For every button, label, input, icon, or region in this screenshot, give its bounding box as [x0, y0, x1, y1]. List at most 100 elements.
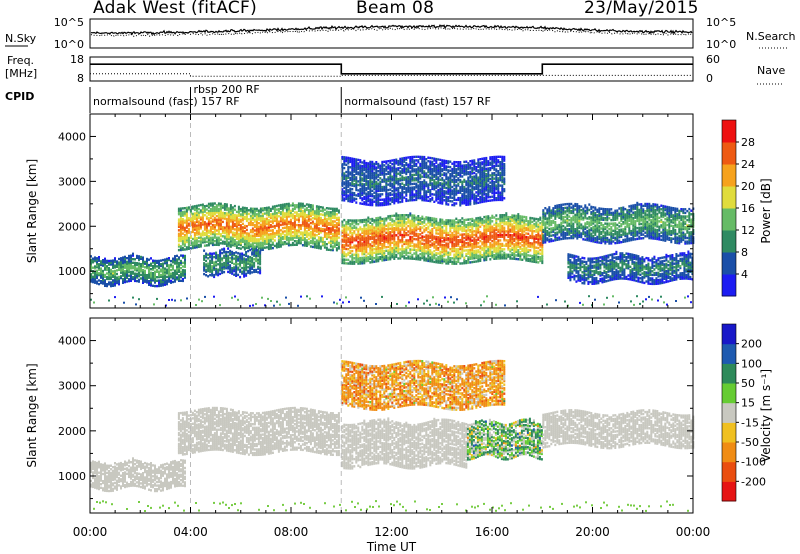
- echo-cell: [455, 237, 458, 240]
- echo-cell: [435, 246, 438, 249]
- echo-cell: [401, 221, 404, 224]
- echo-cell: [219, 224, 222, 227]
- echo-cell: [413, 228, 416, 232]
- echo-cell: [375, 245, 378, 249]
- echo-cell: [417, 254, 420, 257]
- echo-cell: [459, 233, 462, 236]
- echo-cell: [469, 257, 472, 260]
- echo-cell: [132, 265, 134, 268]
- echo-cell: [203, 272, 206, 276]
- echo-cell: [253, 232, 256, 236]
- echo-cell: [465, 233, 468, 236]
- echo-cell: [132, 277, 134, 281]
- echo-cell: [515, 225, 518, 228]
- echo-cell: [170, 272, 172, 275]
- echo-cell: [335, 227, 338, 230]
- echo-cell: [435, 252, 438, 255]
- echo-cell: [243, 266, 246, 269]
- echo-cell: [467, 225, 470, 228]
- echo-cell: [229, 211, 232, 214]
- echo-cell: [598, 225, 601, 228]
- echo-cell: [231, 240, 234, 243]
- echo-cell: [203, 222, 206, 226]
- echo-cell: [182, 261, 184, 265]
- echo-cell: [612, 240, 615, 243]
- echo-cell: [233, 252, 236, 255]
- echo-cell: [231, 226, 234, 229]
- echo-cell: [265, 230, 268, 233]
- echo-cell: [148, 280, 150, 283]
- echo-cell: [140, 257, 142, 260]
- echo-cell: [315, 205, 318, 208]
- echo-cell: [469, 241, 472, 244]
- echo-cell: [387, 217, 390, 220]
- echo-cell: [359, 235, 362, 238]
- echo-cell: [309, 218, 312, 221]
- velocity-colorbar-swatch: [722, 343, 736, 364]
- echo-cell: [197, 207, 200, 211]
- echo-cell: [317, 221, 320, 225]
- echo-cell: [185, 239, 188, 242]
- echo-cell: [580, 223, 583, 226]
- echo-cell: [431, 260, 434, 263]
- echo-cell: [612, 222, 615, 225]
- echo-cell: [136, 272, 138, 276]
- echo-cell: [285, 215, 288, 218]
- echo-cell: [271, 220, 274, 223]
- echo-cell: [327, 232, 330, 235]
- echo-cell: [295, 223, 298, 227]
- echo-cell: [331, 220, 334, 223]
- echo-cell: [369, 248, 372, 251]
- echo-cell: [511, 252, 514, 255]
- echo-cell: [243, 226, 246, 229]
- echo-cell: [383, 251, 386, 255]
- echo-cell: [558, 238, 561, 241]
- echo-cell: [479, 259, 482, 262]
- echo-cell: [389, 247, 392, 250]
- echo-cell: [233, 233, 236, 236]
- echo-cell: [283, 212, 286, 215]
- echo-cell: [299, 233, 302, 236]
- echo-cell: [558, 227, 561, 230]
- echo-cell: [566, 210, 569, 213]
- echo-cell: [199, 245, 202, 248]
- echo-cell: [393, 239, 396, 242]
- echo-cell: [277, 207, 280, 211]
- echo-cell: [305, 235, 308, 238]
- echo-cell: [303, 233, 306, 236]
- echo-cell: [142, 276, 144, 279]
- echo-cell: [387, 242, 390, 245]
- echo-cell: [367, 243, 370, 246]
- echo-cell: [325, 210, 328, 213]
- echo-cell: [307, 232, 310, 235]
- echo-cell: [267, 235, 270, 238]
- echo-cell: [568, 211, 571, 215]
- echo-cell: [211, 236, 214, 239]
- echo-cell: [377, 218, 380, 221]
- echo-cell: [463, 256, 466, 259]
- echo-cell: [265, 222, 268, 226]
- echo-cell: [136, 256, 138, 259]
- echo-cell: [179, 227, 182, 230]
- echo-cell: [289, 233, 292, 236]
- echo-cell: [443, 220, 446, 224]
- echo-cell: [239, 220, 242, 223]
- echo-cell: [128, 278, 130, 281]
- echo-cell: [357, 253, 360, 256]
- echo-cell: [138, 262, 140, 265]
- echo-cell: [259, 236, 262, 239]
- echo-cell: [229, 216, 232, 219]
- echo-cell: [293, 220, 296, 223]
- echo-cell: [443, 236, 446, 240]
- echo-cell: [305, 221, 308, 224]
- echo-cell: [385, 231, 388, 234]
- echo-cell: [311, 245, 314, 249]
- echo-cell: [217, 273, 220, 277]
- echo-cell: [249, 236, 252, 239]
- echo-cell: [560, 234, 563, 237]
- echo-cell: [106, 268, 108, 272]
- echo-cell: [335, 236, 338, 239]
- echo-cell: [531, 217, 534, 220]
- echo-cell: [215, 232, 218, 236]
- echo-cell: [174, 273, 176, 276]
